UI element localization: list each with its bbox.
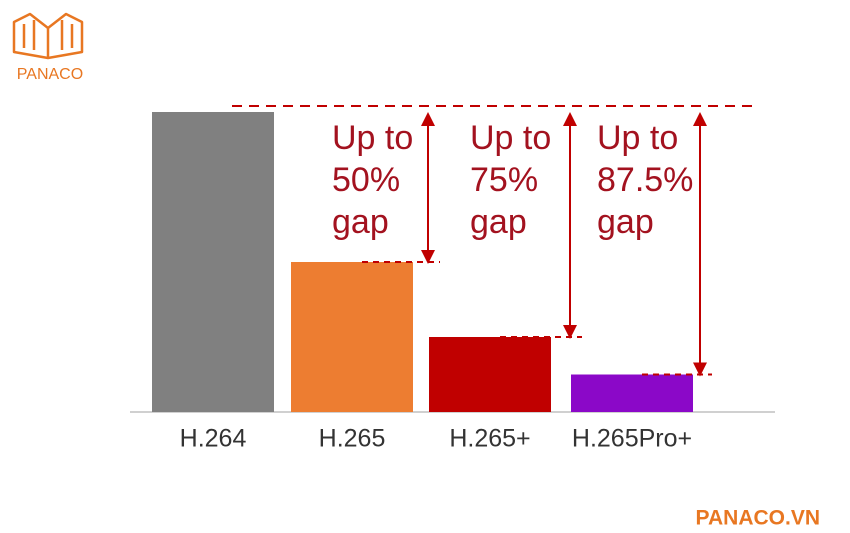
- arrow-head: [421, 112, 435, 126]
- site-name: PANACO.VN: [696, 507, 820, 530]
- arrow-head: [693, 112, 707, 126]
- annotation: gap: [470, 203, 527, 241]
- annotation: 75%: [470, 161, 538, 199]
- arrow-head: [563, 112, 577, 126]
- x-tick-label: H.265: [319, 425, 386, 453]
- bar: [429, 337, 551, 412]
- annotation: Up to: [597, 119, 678, 157]
- annotation: 87.5%: [597, 161, 693, 199]
- logo-text: PANACO: [17, 66, 83, 83]
- annotation: gap: [597, 203, 654, 241]
- annotation: gap: [332, 203, 389, 241]
- bar: [152, 112, 274, 412]
- annotation: Up to: [332, 119, 413, 157]
- x-tick-label: H.265+: [449, 425, 530, 453]
- annotation: Up to: [470, 119, 551, 157]
- annotation: 50%: [332, 161, 400, 199]
- x-tick-label: H.264: [180, 425, 247, 453]
- arrow-head: [693, 362, 707, 377]
- arrow-head: [563, 325, 577, 339]
- arrow-head: [421, 250, 435, 264]
- bar: [291, 262, 413, 412]
- x-tick-label: H.265Pro+: [572, 425, 692, 453]
- logo-icon: [12, 12, 84, 60]
- bar: [571, 374, 693, 412]
